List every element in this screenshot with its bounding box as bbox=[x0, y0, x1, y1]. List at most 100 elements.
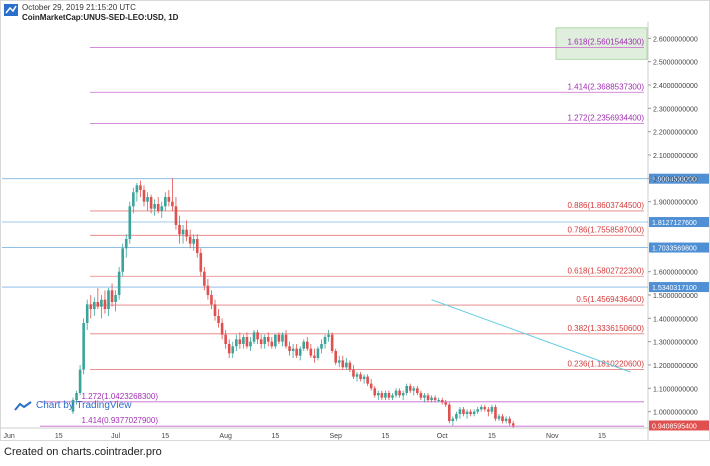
candle-body bbox=[107, 290, 110, 309]
candle-body bbox=[160, 206, 164, 211]
candle-body bbox=[316, 348, 320, 358]
candle-body bbox=[472, 411, 476, 414]
candle-body bbox=[195, 239, 199, 253]
y-tick-label: 1.1000000000 bbox=[653, 386, 698, 393]
candle-body bbox=[167, 197, 171, 202]
candle-body bbox=[494, 407, 497, 419]
candle-body bbox=[384, 393, 387, 398]
candle-body bbox=[93, 302, 96, 309]
candle-body bbox=[128, 206, 132, 239]
x-tick-label: Sep bbox=[329, 433, 342, 440]
y-tick-label: 2.4000000000 bbox=[653, 83, 698, 90]
candle-body bbox=[224, 334, 227, 344]
candle-body bbox=[423, 395, 426, 398]
fib-level-label: 0.886(1.8603744500) bbox=[567, 201, 644, 210]
chart-frame bbox=[0, 0, 710, 441]
candle-body bbox=[419, 393, 423, 398]
candle-body bbox=[164, 197, 167, 207]
candle-body bbox=[479, 407, 483, 410]
candle-body bbox=[274, 334, 277, 347]
candle-body bbox=[142, 190, 146, 202]
candle-body bbox=[412, 388, 416, 391]
candle-body bbox=[330, 334, 334, 351]
y-tick-label: 1.9000000000 bbox=[653, 200, 698, 207]
y-tick-label: 1.4000000000 bbox=[653, 316, 698, 323]
header-datetime: October 29, 2019 21:15:20 UTC bbox=[22, 3, 136, 12]
candle-body bbox=[348, 362, 352, 370]
trend-line bbox=[431, 299, 631, 373]
x-tick-label: Oct bbox=[437, 433, 448, 440]
candle-body bbox=[117, 271, 121, 295]
candle-body bbox=[455, 414, 458, 419]
candle-body bbox=[82, 323, 85, 370]
candle-body bbox=[291, 348, 295, 351]
candle-body bbox=[504, 418, 508, 421]
candle-body bbox=[89, 304, 93, 309]
candle-body bbox=[156, 204, 160, 211]
y-tick-label: 2.6000000000 bbox=[653, 36, 698, 43]
x-tick-label: Jul bbox=[111, 433, 120, 440]
candle-body bbox=[263, 337, 266, 344]
candle-body bbox=[114, 295, 117, 302]
x-tick-label: Aug bbox=[219, 433, 232, 440]
candle-body bbox=[490, 407, 494, 412]
candle-body bbox=[121, 248, 124, 272]
candle-body bbox=[298, 348, 302, 356]
candle-body bbox=[185, 229, 188, 237]
candle-body bbox=[373, 388, 377, 396]
y-tick-label: 2.5000000000 bbox=[653, 60, 698, 67]
candle-body bbox=[110, 290, 114, 302]
price-level-tag bbox=[649, 173, 709, 184]
candle-body bbox=[320, 344, 323, 349]
candle-body bbox=[295, 348, 298, 356]
candle-body bbox=[206, 285, 210, 295]
candle-body bbox=[394, 390, 398, 396]
candle-body bbox=[103, 299, 107, 309]
candle-body bbox=[309, 348, 313, 356]
candle-body bbox=[217, 316, 220, 323]
candle-body bbox=[238, 339, 242, 344]
price-level-label: 1.7033569800 bbox=[652, 246, 697, 253]
fib-level-label: 1.414(2.3688537300) bbox=[567, 82, 644, 91]
candle-body bbox=[124, 239, 128, 249]
x-tick-label: 15 bbox=[55, 433, 63, 440]
candle-body bbox=[444, 402, 448, 405]
candle-body bbox=[352, 369, 355, 377]
candle-body bbox=[508, 418, 511, 424]
candle-body bbox=[242, 337, 245, 344]
candle-body bbox=[483, 407, 487, 410]
candle-body bbox=[380, 393, 384, 398]
candle-body bbox=[398, 390, 401, 396]
header-symbol: CoinMarketCap:UNUS-SED-LEO:USD, 1D bbox=[22, 13, 179, 22]
price-level-tag bbox=[649, 242, 709, 253]
candle-body bbox=[511, 423, 515, 426]
candle-body bbox=[306, 341, 309, 349]
candle-body bbox=[465, 411, 469, 414]
candle-body bbox=[199, 253, 203, 272]
candle-body bbox=[391, 395, 394, 398]
candle-body bbox=[210, 295, 213, 305]
candle-body bbox=[235, 339, 238, 347]
candle-body bbox=[245, 337, 249, 347]
candle-body bbox=[284, 334, 288, 347]
candle-body bbox=[227, 344, 231, 354]
x-tick-label: 15 bbox=[488, 433, 496, 440]
candle-body bbox=[323, 337, 327, 344]
candle-body bbox=[171, 201, 174, 207]
fib-level-label: 1.414(0.9377027900) bbox=[81, 416, 158, 425]
candle-body bbox=[78, 369, 82, 393]
candle-body bbox=[252, 332, 256, 342]
candle-body bbox=[487, 409, 490, 412]
candle-body bbox=[96, 302, 100, 307]
candle-body bbox=[416, 388, 419, 393]
candle-body bbox=[149, 197, 153, 209]
y-tick-label: 2.2000000000 bbox=[653, 130, 698, 137]
candle-body bbox=[345, 362, 348, 368]
y-tick-label: 2.3000000000 bbox=[653, 106, 698, 113]
tradingview-watermark[interactable]: Chart by TradingView bbox=[14, 400, 131, 411]
y-tick-label: 1.5000000000 bbox=[653, 293, 698, 300]
candle-body bbox=[362, 376, 366, 379]
fib-highlight-box bbox=[555, 27, 648, 60]
last-price-label: 0.9408595400 bbox=[652, 423, 697, 430]
